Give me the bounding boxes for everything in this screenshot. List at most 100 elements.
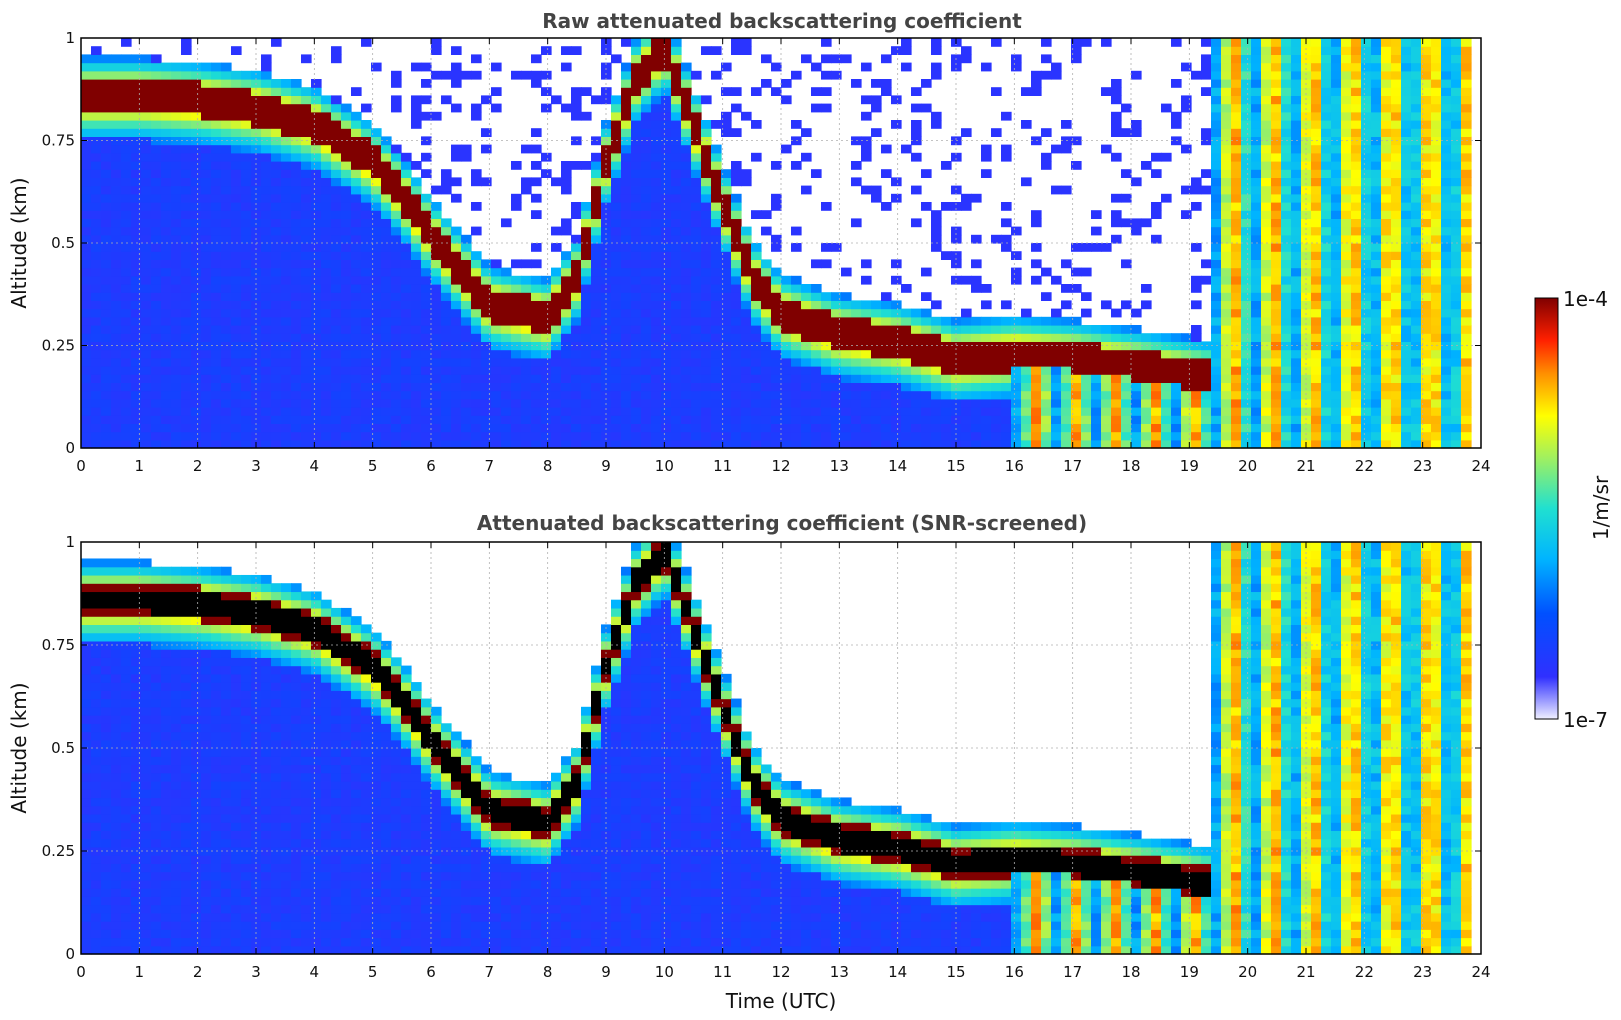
heatmap-cell bbox=[851, 300, 862, 310]
heatmap-cell bbox=[741, 234, 752, 244]
heatmap-cell bbox=[1341, 366, 1352, 375]
heatmap-cell bbox=[1421, 259, 1432, 269]
heatmap-cell bbox=[91, 87, 102, 96]
heatmap-cell bbox=[491, 382, 502, 392]
heatmap-cell bbox=[241, 152, 252, 162]
heatmap-cell bbox=[1331, 275, 1342, 285]
heatmap-cell bbox=[1341, 374, 1352, 383]
heatmap-cell bbox=[1031, 407, 1042, 416]
heatmap-cell bbox=[1421, 300, 1432, 310]
heatmap-cell bbox=[1231, 423, 1242, 433]
heatmap-cell bbox=[1161, 415, 1172, 424]
heatmap-cell bbox=[651, 128, 662, 137]
heatmap-cell bbox=[781, 79, 792, 88]
heatmap-cell bbox=[611, 128, 622, 137]
heatmap-cell bbox=[331, 185, 342, 195]
heatmap-cell bbox=[171, 308, 182, 318]
heatmap-cell bbox=[1431, 193, 1442, 203]
heatmap-cell bbox=[391, 161, 402, 170]
heatmap-cell bbox=[221, 382, 232, 392]
heatmap-cell bbox=[1391, 111, 1402, 121]
heatmap-cell bbox=[771, 415, 782, 424]
heatmap-cell bbox=[471, 70, 482, 80]
heatmap-cell bbox=[891, 259, 902, 269]
heatmap-cell bbox=[1391, 103, 1402, 113]
heatmap-cell bbox=[671, 349, 682, 359]
heatmap-cell bbox=[1071, 243, 1082, 252]
heatmap-cell bbox=[241, 415, 252, 424]
heatmap-cell bbox=[901, 390, 912, 400]
heatmap-cell bbox=[951, 407, 962, 416]
heatmap-cell bbox=[1361, 234, 1372, 244]
heatmap-cell bbox=[1291, 70, 1302, 80]
heatmap-cell bbox=[851, 374, 862, 383]
heatmap-cell bbox=[311, 210, 322, 219]
heatmap-cell bbox=[271, 431, 282, 441]
heatmap-cell bbox=[101, 267, 112, 277]
heatmap-cell bbox=[521, 390, 532, 400]
heatmap-cell bbox=[351, 390, 362, 400]
heatmap-cell bbox=[531, 398, 542, 408]
heatmap-cell bbox=[241, 284, 252, 293]
heatmap-cell bbox=[221, 251, 232, 260]
heatmap-cell bbox=[121, 103, 132, 113]
heatmap-cell bbox=[151, 259, 162, 269]
heatmap-cell bbox=[1441, 431, 1452, 441]
heatmap-cell bbox=[881, 415, 892, 424]
heatmap-cell bbox=[1261, 95, 1272, 105]
heatmap-cell bbox=[1171, 366, 1182, 375]
heatmap-cell bbox=[1081, 333, 1092, 342]
heatmap-cell bbox=[771, 87, 782, 96]
heatmap-cell bbox=[861, 325, 872, 334]
heatmap-cell bbox=[291, 185, 302, 195]
heatmap-cell bbox=[1261, 169, 1272, 178]
heatmap-cell bbox=[1211, 120, 1222, 129]
heatmap-cell bbox=[231, 120, 242, 129]
heatmap-cell bbox=[611, 210, 622, 219]
heatmap-cell bbox=[701, 325, 712, 334]
heatmap-cell bbox=[1321, 316, 1332, 326]
heatmap-cell bbox=[341, 300, 352, 310]
heatmap-cell bbox=[161, 333, 172, 342]
heatmap-cell bbox=[651, 111, 662, 121]
heatmap-cell bbox=[711, 161, 722, 170]
heatmap-cell bbox=[651, 423, 662, 433]
heatmap-cell bbox=[1131, 226, 1142, 236]
heatmap-cell bbox=[1251, 316, 1262, 326]
heatmap-cell bbox=[691, 95, 702, 105]
heatmap-cell bbox=[981, 366, 992, 375]
heatmap-cell bbox=[1161, 407, 1172, 416]
heatmap-cell bbox=[161, 128, 172, 137]
heatmap-cell bbox=[161, 390, 172, 400]
heatmap-cell bbox=[591, 423, 602, 433]
heatmap-cell bbox=[151, 366, 162, 375]
heatmap-cell bbox=[1121, 218, 1132, 228]
heatmap-cell bbox=[271, 423, 282, 433]
heatmap-cell bbox=[1301, 251, 1312, 260]
heatmap-cell bbox=[681, 210, 692, 219]
heatmap-cell bbox=[1081, 431, 1092, 441]
heatmap-cell bbox=[641, 79, 652, 88]
heatmap-cell bbox=[391, 423, 402, 433]
heatmap-cell bbox=[651, 226, 662, 236]
heatmap-cell bbox=[81, 325, 92, 334]
heatmap-cell bbox=[1071, 349, 1082, 359]
heatmap-cell bbox=[151, 169, 162, 178]
heatmap-cell bbox=[821, 333, 832, 342]
heatmap-cell bbox=[321, 128, 332, 137]
heatmap-cell bbox=[191, 251, 202, 260]
heatmap-cell bbox=[91, 218, 102, 228]
heatmap-cell bbox=[821, 300, 832, 310]
heatmap-cell bbox=[691, 423, 702, 433]
heatmap-cell bbox=[1291, 95, 1302, 105]
heatmap-cell bbox=[741, 292, 752, 301]
heatmap-cell bbox=[631, 325, 642, 334]
heatmap-cell bbox=[641, 210, 652, 219]
heatmap-cell bbox=[221, 284, 232, 293]
heatmap-cell bbox=[241, 202, 252, 211]
heatmap-cell bbox=[871, 407, 882, 416]
heatmap-cell bbox=[631, 357, 642, 367]
heatmap-cell bbox=[521, 316, 532, 326]
heatmap-cell bbox=[1271, 193, 1282, 203]
heatmap-cell bbox=[821, 349, 832, 359]
